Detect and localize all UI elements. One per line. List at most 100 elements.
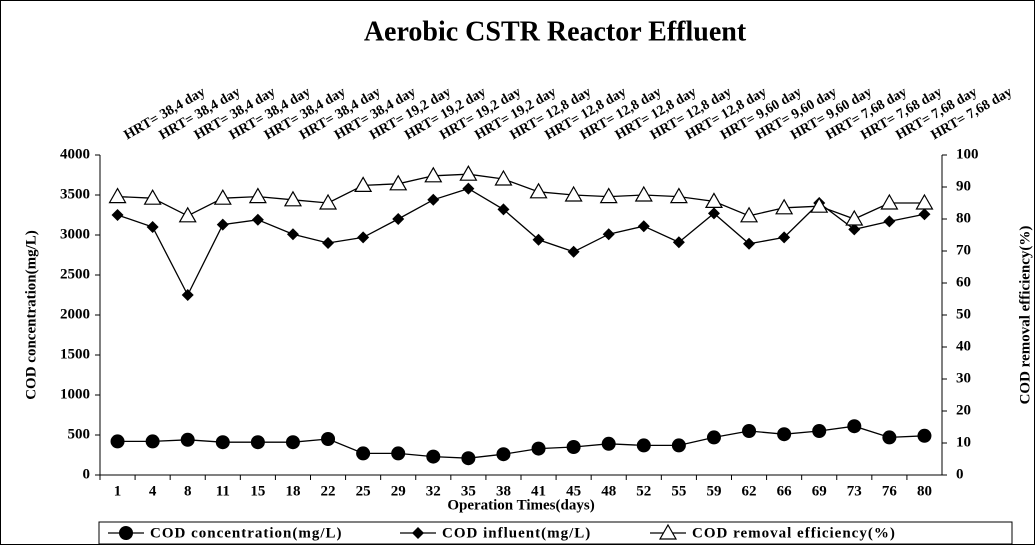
y-tick-label: 2000 (60, 306, 90, 322)
y-tick-label: 1500 (60, 346, 90, 362)
x-tick-label: 62 (742, 483, 757, 499)
x-tick-label: 76 (882, 483, 898, 499)
marker (601, 436, 616, 451)
marker (915, 193, 934, 210)
y2-tick-label: 60 (956, 274, 971, 290)
x-tick-label: 69 (812, 483, 827, 499)
marker (216, 218, 229, 231)
y2-tick-label: 20 (956, 402, 971, 418)
marker (461, 451, 476, 466)
marker (250, 435, 265, 450)
marker (248, 187, 267, 204)
x-tick-label: 18 (285, 483, 300, 499)
y2-tick-label: 30 (956, 370, 971, 386)
x-tick-label: 29 (391, 483, 406, 499)
y-tick-label: 500 (68, 426, 91, 442)
marker (497, 203, 510, 216)
marker (178, 206, 197, 223)
series-line (117, 187, 925, 297)
chart-title: Aerobic CSTR Reactor Effluent (364, 16, 747, 47)
y2-tick-label: 0 (956, 466, 964, 482)
y2-tick-label: 40 (956, 338, 971, 354)
y-tick-label: 0 (83, 466, 91, 482)
y2-tick-label: 90 (956, 178, 971, 194)
x-tick-label: 22 (321, 483, 336, 499)
y-axis-label: COD concentration(mg/L) (23, 230, 39, 400)
marker (283, 190, 302, 207)
marker (704, 192, 723, 208)
marker (812, 424, 827, 438)
x-tick-label: 66 (777, 483, 793, 499)
series-line (117, 173, 925, 220)
y2-axis-label: COD removal efficiency(%) (1017, 226, 1033, 405)
x-tick-label: 15 (250, 483, 265, 499)
marker (532, 233, 545, 246)
x-tick-label: 48 (601, 483, 616, 499)
marker (529, 182, 548, 199)
x-axis-label: Operation Times(days) (447, 497, 594, 513)
marker (286, 228, 299, 241)
marker (880, 193, 899, 210)
marker (637, 220, 650, 233)
marker (847, 419, 862, 434)
marker (599, 187, 618, 204)
marker (671, 438, 686, 453)
marker (883, 215, 896, 228)
marker (564, 185, 583, 202)
marker (810, 196, 829, 213)
marker (778, 231, 791, 244)
marker (742, 424, 757, 438)
marker (356, 446, 371, 461)
legend-label: COD influent(mg/L) (442, 525, 591, 541)
x-tick-label: 35 (461, 483, 476, 499)
marker (707, 207, 720, 220)
marker (427, 193, 440, 206)
marker (321, 432, 336, 446)
marker (424, 166, 443, 183)
marker (459, 164, 478, 181)
marker (658, 523, 678, 540)
x-tick-label: 73 (847, 483, 862, 499)
marker (285, 435, 300, 450)
legend-label: COD concentration(mg/L) (150, 525, 343, 541)
marker (392, 213, 405, 225)
marker (462, 182, 475, 195)
marker (111, 209, 124, 221)
x-tick-label: 45 (566, 483, 581, 499)
marker (848, 223, 861, 236)
marker (146, 221, 159, 233)
marker (119, 526, 133, 540)
marker (882, 430, 897, 445)
y-tick-label: 1000 (60, 386, 90, 402)
marker (412, 527, 424, 539)
marker (672, 236, 685, 249)
marker (110, 434, 125, 449)
marker (567, 245, 580, 258)
x-tick-label: 25 (356, 483, 371, 499)
marker (108, 187, 127, 204)
marker (531, 441, 546, 456)
marker (391, 446, 406, 461)
marker (743, 237, 756, 250)
marker (215, 435, 230, 450)
y2-tick-label: 80 (956, 210, 971, 226)
x-tick-label: 59 (706, 483, 721, 499)
marker (494, 169, 513, 186)
marker (213, 188, 232, 205)
x-tick-label: 32 (426, 483, 441, 499)
y-tick-label: 4000 (60, 146, 90, 162)
marker (566, 440, 581, 454)
x-tick-label: 38 (496, 483, 511, 499)
y-tick-label: 3000 (60, 226, 90, 242)
marker (145, 434, 160, 449)
x-tick-label: 55 (671, 483, 686, 499)
marker (636, 438, 651, 453)
marker (143, 188, 162, 205)
y2-tick-label: 70 (956, 242, 971, 258)
marker (180, 432, 195, 447)
marker (918, 208, 931, 221)
marker (602, 228, 615, 241)
x-tick-label: 41 (531, 483, 546, 499)
